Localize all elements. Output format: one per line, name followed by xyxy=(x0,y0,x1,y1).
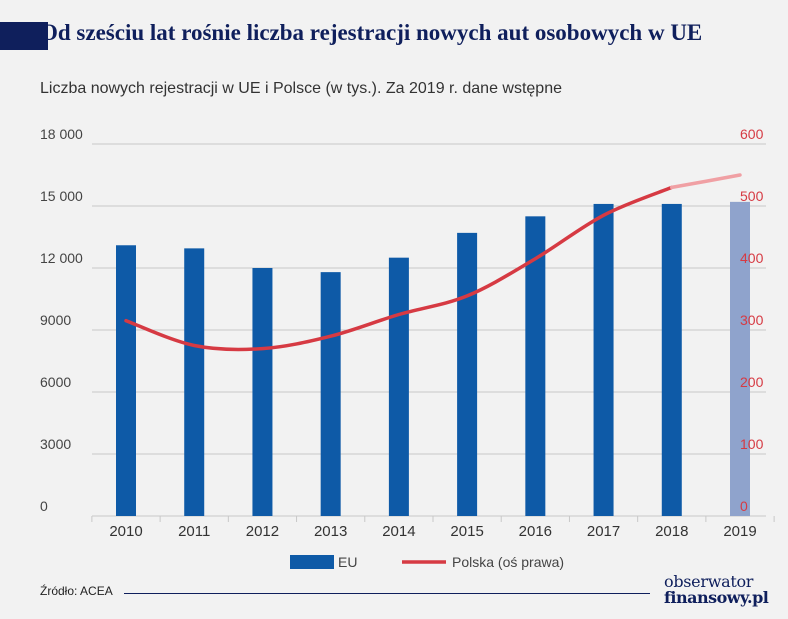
legend-eu-label: EU xyxy=(338,554,357,570)
eu-bar xyxy=(184,248,205,516)
y-right-tick-label: 0 xyxy=(740,498,748,514)
grid-lines xyxy=(91,143,775,522)
x-tick-label: 2010 xyxy=(109,523,142,540)
legend-polska-label: Polska (oś prawa) xyxy=(452,554,564,570)
y-right-tick-label: 200 xyxy=(740,374,764,390)
x-tick-label: 2011 xyxy=(178,523,210,540)
y-left-tick-label: 15 000 xyxy=(40,188,83,204)
y-left-tick-label: 3000 xyxy=(40,436,71,452)
brand-logo: obserwator finansowy.pl xyxy=(664,574,774,606)
eu-bar xyxy=(593,203,614,516)
chart-title: Od sześciu lat rośnie liczba rejestracji… xyxy=(40,20,703,45)
eu-bar xyxy=(252,268,273,516)
y-left-tick-label: 18 000 xyxy=(40,126,83,142)
eu-bar xyxy=(388,257,409,516)
eu-bar xyxy=(730,201,750,516)
y-right-tick-label: 300 xyxy=(740,312,764,328)
chart-subtitle: Liczba nowych rejestracji w UE i Polsce … xyxy=(40,80,562,97)
y-left-tick-label: 12 000 xyxy=(40,250,83,266)
y-right-tick-label: 400 xyxy=(740,250,764,266)
y-right-tick-label: 100 xyxy=(740,436,764,452)
eu-bar xyxy=(457,232,478,516)
source-note: Źródło: ACEA xyxy=(40,584,113,598)
x-tick-label: 2019 xyxy=(723,523,756,540)
x-tick-label: 2015 xyxy=(450,523,483,540)
source-divider xyxy=(124,593,650,594)
polska-line xyxy=(124,185,674,352)
eu-bar xyxy=(320,272,341,516)
y-right-tick-label: 500 xyxy=(740,188,764,204)
title-accent-bar xyxy=(0,22,48,50)
eu-bars xyxy=(116,201,750,517)
x-tick-label: 2013 xyxy=(314,523,347,540)
axis-labels: 0 0 3000 100 6000 200 9000 300 12 000 400 15 000 50… xyxy=(40,126,764,540)
x-tick-label: 2018 xyxy=(655,523,688,540)
polska-line-group xyxy=(124,173,742,352)
polska-line-preliminary xyxy=(670,173,742,190)
eu-bar xyxy=(661,203,682,516)
x-tick-label: 2014 xyxy=(382,523,415,540)
x-tick-label: 2012 xyxy=(246,523,279,540)
x-tick-label: 2016 xyxy=(519,523,552,540)
y-right-tick-label: 600 xyxy=(740,126,764,142)
y-left-tick-label: 0 xyxy=(40,498,48,514)
eu-bar xyxy=(116,245,136,516)
y-left-tick-label: 6000 xyxy=(40,374,71,390)
x-tick-label: 2017 xyxy=(587,523,620,540)
legend-eu-swatch xyxy=(290,555,334,569)
logo-line-2: finansowy.pl xyxy=(664,588,769,607)
eu-bar xyxy=(525,216,546,517)
logo-line-1: obserwator xyxy=(664,572,754,591)
legend: EU Polska (oś prawa) xyxy=(290,554,564,570)
y-left-tick-label: 9000 xyxy=(40,312,71,328)
